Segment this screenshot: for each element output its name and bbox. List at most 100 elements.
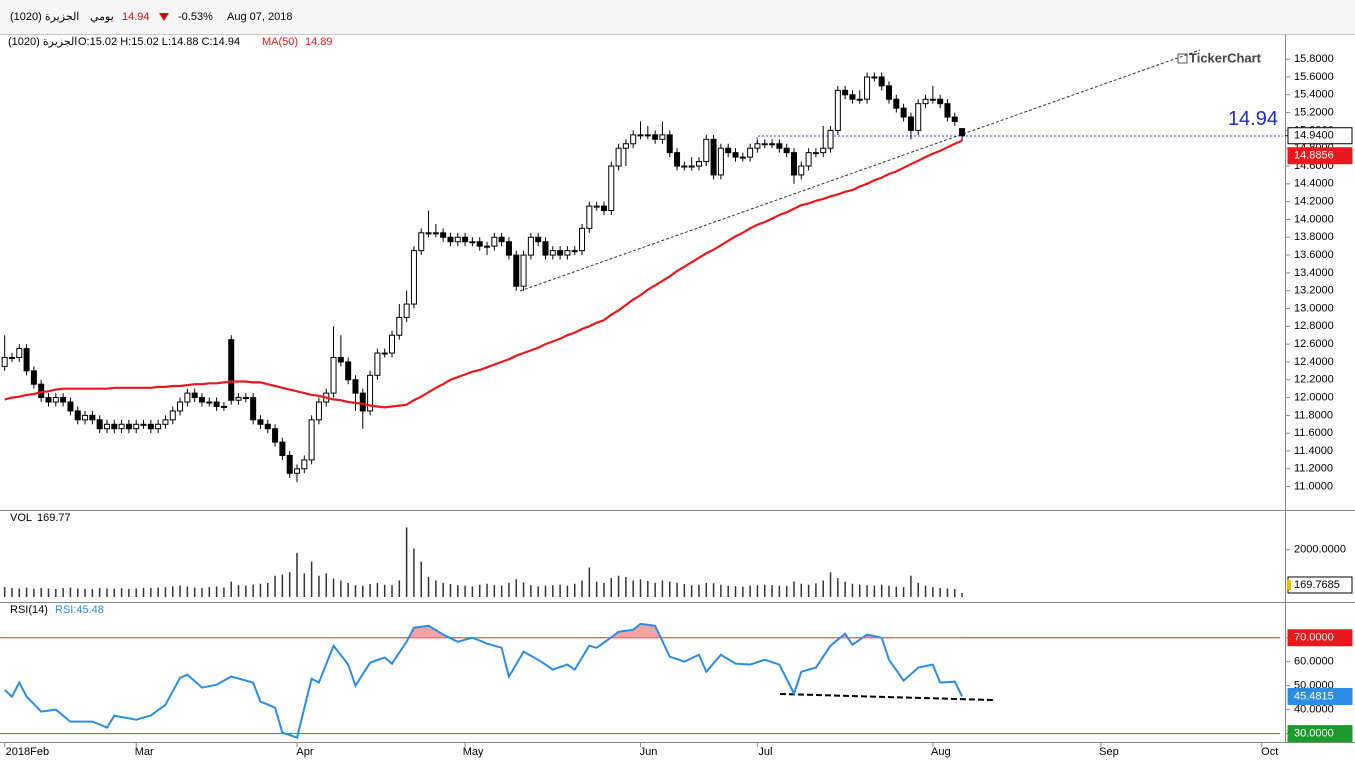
x-tick-label: Jul <box>758 746 772 758</box>
overbought-fill <box>4 623 963 638</box>
rsi-line <box>4 622 963 740</box>
rsi-legend-value: RSI:45.48 <box>55 604 104 616</box>
y-tick-label: 13.8000 <box>1294 231 1334 243</box>
x-tick-label: Aug <box>931 746 951 758</box>
candle-body <box>264 423 271 430</box>
header-bar <box>0 0 1355 34</box>
price-legend-symbol: الجزيرة (1020) <box>8 36 77 48</box>
candle-body <box>900 107 907 118</box>
candle-body <box>893 98 900 109</box>
last-price-tag-box <box>1287 127 1353 145</box>
candle-body <box>593 205 600 208</box>
candle-body <box>272 428 279 443</box>
header-last: 14.94 <box>122 11 150 23</box>
rsi-tag-box <box>1287 688 1353 706</box>
candle-body <box>805 152 812 167</box>
price-legend-ohlc: O:15.02 H:15.02 L:14.88 C:14.94 <box>78 36 240 48</box>
candle-body <box>1 356 8 367</box>
y-tick-label: 14.0000 <box>1294 213 1334 225</box>
trend-line[interactable] <box>519 49 1201 292</box>
candle-body <box>279 441 286 456</box>
candle-body <box>549 250 556 256</box>
candle-body <box>45 397 52 403</box>
candle-body <box>885 85 892 100</box>
candle-body <box>82 414 89 421</box>
candle-body <box>228 339 235 401</box>
y-tick-label: 12.8000 <box>1294 320 1334 332</box>
x-tick-label: Apr <box>296 746 313 758</box>
y-tick-label: 14.2000 <box>1294 196 1334 208</box>
y-tick-label: 40.0000 <box>1294 704 1334 716</box>
candle-body <box>769 143 776 146</box>
candle-body <box>820 147 827 154</box>
candle-body <box>557 250 564 256</box>
header-interval[interactable]: يومي <box>90 11 114 23</box>
candle-body <box>469 241 476 244</box>
y-tick-label: 30.0000 <box>1294 728 1334 740</box>
candle-body <box>864 76 871 100</box>
candle-body <box>330 356 337 394</box>
candle-body <box>220 405 227 408</box>
candle-body <box>418 232 425 252</box>
candle-body <box>652 134 659 140</box>
watermark: TickerChart <box>1189 50 1262 65</box>
price-annotation: 14.94 <box>1228 108 1278 130</box>
x-tick-label: Oct <box>1261 746 1278 758</box>
candle-body <box>586 205 593 229</box>
candle-body <box>410 250 417 305</box>
candle-body <box>776 143 783 149</box>
candle-body <box>52 397 59 403</box>
candle-body <box>842 89 849 96</box>
y-tick-label: 12.0000 <box>1294 391 1334 403</box>
y-tick-label: 60.0000 <box>1294 656 1334 668</box>
candle-body <box>155 423 162 430</box>
x-tick-label: May <box>463 746 484 758</box>
header-symbol[interactable]: الجزيرة (1020) <box>10 11 79 23</box>
candle-body <box>513 254 520 287</box>
candle-body <box>739 156 746 159</box>
candle-body <box>133 423 140 430</box>
last-price-tag: 14.9400 <box>1294 130 1334 142</box>
candle-body <box>527 236 534 256</box>
candle-body <box>637 134 644 137</box>
candle-body <box>907 116 914 131</box>
x-tick-label: 2018Feb <box>6 746 49 758</box>
candle-body <box>878 76 885 87</box>
candle-body <box>535 236 542 243</box>
y-tick-label: 12.6000 <box>1294 338 1334 350</box>
y-tick-label: 15.2000 <box>1294 106 1334 118</box>
candle-body <box>23 348 30 372</box>
candle-body <box>111 423 118 430</box>
candle-body <box>834 89 841 131</box>
y-tick-label: 13.4000 <box>1294 267 1334 279</box>
candle-body <box>396 316 403 336</box>
y-tick-label: 70.0000 <box>1294 632 1334 644</box>
candle-body <box>440 232 447 238</box>
candle-body <box>827 129 834 149</box>
candle-body <box>250 397 257 421</box>
candle-body <box>579 227 586 252</box>
candle-body <box>710 138 717 176</box>
candle-body <box>944 103 951 118</box>
y-tick-label-box <box>1287 629 1353 647</box>
volume-legend-value: 169.77 <box>37 512 71 524</box>
rsi-tag: 45.4815 <box>1294 690 1334 702</box>
y-tick-label: 14.4000 <box>1294 178 1334 190</box>
candle-body <box>571 250 578 253</box>
volume-tag: 169.7685 <box>1294 579 1340 591</box>
ma-legend-value: 14.89 <box>305 36 333 48</box>
candle-body <box>374 352 381 376</box>
candle-body <box>630 134 637 145</box>
candle-body <box>564 250 571 256</box>
y-tick-label: 13.2000 <box>1294 285 1334 297</box>
candle-body <box>89 414 96 421</box>
candle-body <box>169 410 176 421</box>
x-tick-label: Jun <box>640 746 658 758</box>
candle-body <box>177 401 184 412</box>
candle-body <box>301 459 308 470</box>
y-tick-label: 15.8000 <box>1294 53 1334 65</box>
candle-body <box>96 419 103 430</box>
price-level-line[interactable] <box>756 135 1283 147</box>
candle-body <box>476 241 483 247</box>
